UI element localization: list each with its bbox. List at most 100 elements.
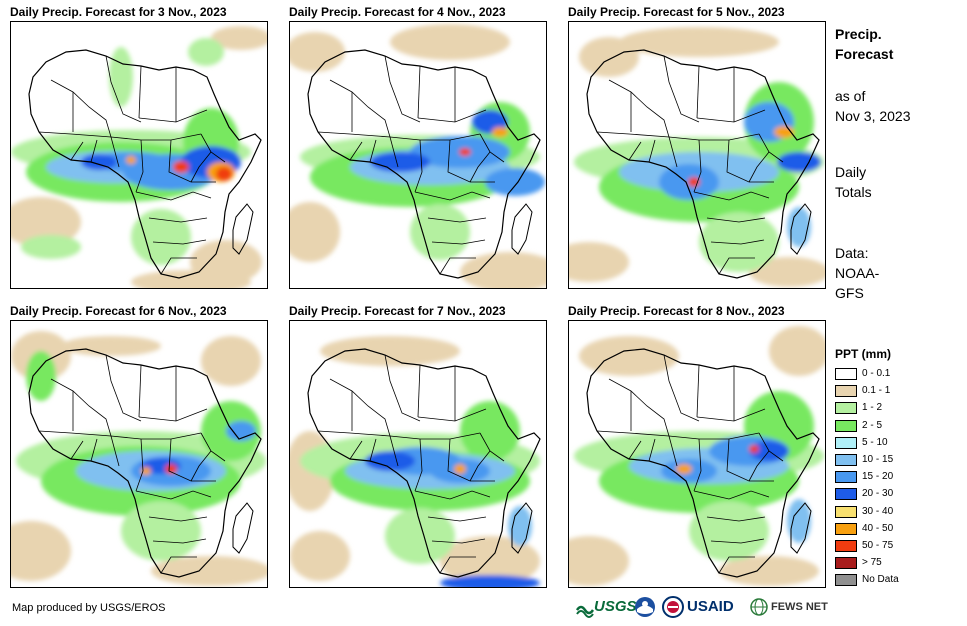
precip-area <box>460 401 520 461</box>
precip-area <box>290 202 340 262</box>
precip-area <box>579 336 679 376</box>
country-border <box>417 109 487 123</box>
country-border <box>135 191 212 201</box>
sidebar-asof-line1: as of <box>835 88 866 104</box>
country-border <box>38 131 202 141</box>
country-border <box>190 151 212 183</box>
country-border <box>726 438 774 482</box>
sidebar-asof-line2: Nov 3, 2023 <box>835 108 911 124</box>
precip-area <box>569 242 629 282</box>
legend-swatch <box>835 385 857 398</box>
country-border <box>369 139 377 163</box>
forecast-map-graphic <box>290 24 546 288</box>
precip-area <box>385 508 455 564</box>
country-border <box>384 354 421 422</box>
country-border <box>50 378 112 437</box>
country-border <box>110 435 120 467</box>
precip-area <box>749 445 759 453</box>
forecast-map-graphic <box>569 27 825 287</box>
precip-area <box>459 148 471 156</box>
forecast-map-nov5 <box>568 21 826 289</box>
legend-label: 5 - 10 <box>862 436 888 448</box>
country-border <box>469 151 491 183</box>
precip-area <box>390 24 510 60</box>
forecast-map-nov3 <box>10 21 268 289</box>
country-border <box>696 408 766 422</box>
legend-swatch <box>835 522 857 535</box>
usaid-seal-icon <box>662 596 684 618</box>
country-border <box>706 516 766 522</box>
legend-swatch <box>835 505 857 518</box>
country-border <box>431 538 486 544</box>
precip-area <box>485 168 545 196</box>
country-border <box>90 139 98 163</box>
legend-swatch <box>835 368 857 380</box>
panel-title-nov6: Daily Precip. Forecast for 6 Nov., 2023 <box>10 304 227 318</box>
country-border <box>608 378 670 437</box>
country-border <box>628 141 642 161</box>
precip-area <box>121 501 201 561</box>
country-border <box>596 430 760 440</box>
precip-area <box>151 556 267 586</box>
precip-area <box>290 531 350 581</box>
precip-area <box>719 556 819 586</box>
sidebar-daily-line1: Daily <box>835 164 867 180</box>
country-border <box>693 438 702 492</box>
coastline <box>307 348 541 578</box>
precip-area <box>21 235 81 259</box>
precip-area <box>787 499 811 543</box>
country-border <box>693 490 770 500</box>
country-border <box>414 438 423 492</box>
coastline <box>586 348 820 578</box>
legend-label: 50 - 75 <box>862 540 894 551</box>
precip-area <box>579 37 639 77</box>
country-border <box>696 65 700 119</box>
legend-swatch <box>835 436 857 449</box>
precip-area <box>165 464 177 474</box>
country-border <box>469 450 491 482</box>
country-border <box>663 55 700 123</box>
usgs-logo: USGS <box>576 596 637 618</box>
precip-area <box>11 521 71 581</box>
country-border <box>38 430 202 440</box>
country-border <box>349 141 363 161</box>
precip-area <box>787 207 811 247</box>
usgs-logo-text: USGS <box>594 598 637 615</box>
country-border <box>135 490 212 500</box>
country-border <box>148 217 208 223</box>
legend-label: 15 - 20 <box>862 471 894 483</box>
forecast-map-graphic <box>11 26 267 288</box>
country-border <box>710 239 765 245</box>
country-border <box>447 438 495 482</box>
forecast-map-nov4 <box>289 21 547 289</box>
forecast-map-graphic <box>290 336 541 587</box>
panel-title-nov4: Daily Precip. Forecast for 4 Nov., 2023 <box>289 5 506 19</box>
country-border <box>70 440 84 460</box>
sidebar-asof: as of Nov 3, 2023 <box>835 86 911 126</box>
legend-label: 1 - 2 <box>862 402 883 414</box>
coastline <box>28 49 262 279</box>
legend-label: No Data <box>862 574 899 586</box>
country-border <box>105 354 142 422</box>
country-border <box>417 408 487 422</box>
country-border <box>384 55 421 123</box>
precip-area <box>440 575 540 587</box>
sidebar-daily: Daily Totals <box>835 162 872 202</box>
country-border <box>663 354 700 422</box>
country-border <box>168 139 216 183</box>
precip-area <box>188 38 224 66</box>
country-border <box>648 438 656 462</box>
legend-label: 40 - 50 <box>862 522 894 534</box>
country-border <box>349 440 363 460</box>
noaa-emblem-icon <box>635 597 655 617</box>
precip-area <box>676 464 692 474</box>
fewsnet-logo-text: FEWS NET <box>771 601 828 613</box>
sidebar-data-line2: NOAA- <box>835 265 880 281</box>
madagascar-outline <box>790 203 812 255</box>
precip-area <box>290 32 345 72</box>
precip-area <box>410 204 470 260</box>
country-border <box>329 79 391 138</box>
madagascar-outline <box>511 203 533 255</box>
panel-title-nov7: Daily Precip. Forecast for 7 Nov., 2023 <box>289 304 506 318</box>
country-border <box>439 257 476 275</box>
